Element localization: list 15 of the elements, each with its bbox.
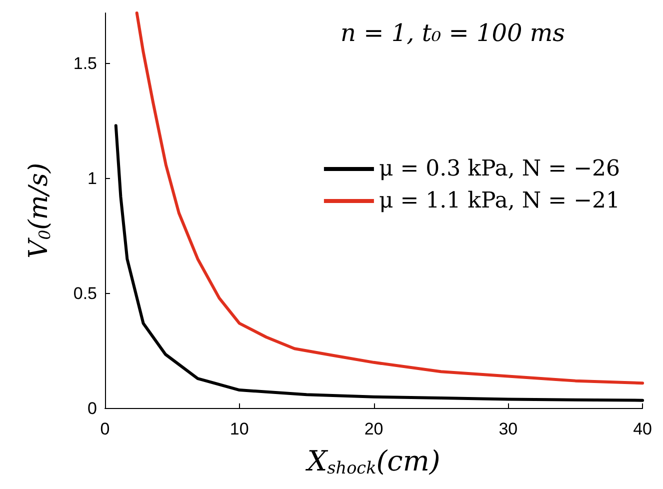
y-axis-title: V0(m/s)	[24, 162, 54, 259]
x-tick-label: 40	[633, 419, 652, 438]
y-tick-label: 1	[88, 169, 97, 188]
line-series	[135, 12, 644, 385]
x-tick-label: 30	[498, 419, 518, 438]
y-tick-label: 0	[88, 398, 97, 418]
x-tick-label: 0	[100, 419, 110, 438]
x-axis-title: Xshock(cm)	[305, 444, 440, 478]
legend-label: μ = 1.1 kPa, N = −21	[378, 188, 620, 214]
chart-title: n = 1, t₀ = 100 ms	[340, 19, 566, 47]
y-tick-label: 0.5	[73, 284, 97, 303]
x-tick-label: 10	[230, 419, 249, 438]
x-tick-label: 20	[364, 419, 384, 438]
y-tick-label: 1.5	[73, 54, 97, 74]
legend-label: μ = 0.3 kPa, N = −26	[378, 156, 620, 182]
